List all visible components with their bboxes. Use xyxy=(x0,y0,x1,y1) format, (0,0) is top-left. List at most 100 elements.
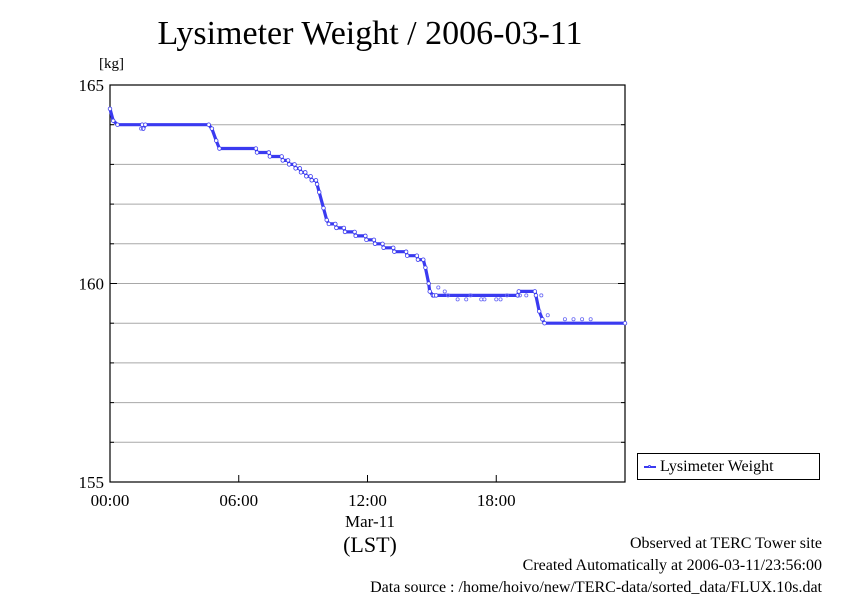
data-point xyxy=(317,189,322,195)
data-point xyxy=(423,265,428,270)
data-point xyxy=(304,174,309,179)
data-point xyxy=(326,221,332,227)
y-tick-label: 155 xyxy=(79,473,105,492)
outlier-point xyxy=(436,285,441,290)
data-point xyxy=(309,178,314,183)
data-point xyxy=(292,162,297,167)
data-point xyxy=(314,182,320,187)
data-point xyxy=(353,233,358,239)
data-point xyxy=(280,158,285,163)
outlier-point xyxy=(494,297,499,302)
data-point xyxy=(540,317,545,322)
outlier-point xyxy=(464,297,469,302)
outlier-point xyxy=(482,297,487,302)
outlier-point xyxy=(442,289,447,294)
data-point xyxy=(267,154,273,159)
data-point xyxy=(404,253,410,258)
outlier-point xyxy=(571,317,576,322)
data-point xyxy=(217,146,222,151)
outlier-point xyxy=(445,293,450,298)
outlier-point xyxy=(468,293,473,298)
x-tick-label: 00:00 xyxy=(91,491,130,510)
data-point xyxy=(293,166,298,171)
footer-site: Observed at TERC Tower site xyxy=(629,535,822,552)
data-point xyxy=(415,257,421,262)
outlier-point xyxy=(139,126,144,131)
data-point xyxy=(342,229,348,235)
outlier-point xyxy=(498,297,503,302)
data-point xyxy=(372,241,378,246)
data-point xyxy=(536,309,542,314)
data-point xyxy=(115,122,120,127)
data-point xyxy=(352,229,357,235)
data-point xyxy=(321,205,326,211)
chart-legend: Lysimeter Weight xyxy=(637,453,820,480)
data-point xyxy=(363,233,368,239)
data-point xyxy=(403,249,409,254)
data-point xyxy=(341,225,347,231)
data-point xyxy=(392,249,397,254)
plot-frame xyxy=(109,84,626,483)
data-point xyxy=(298,170,304,175)
x-tick-label: 12:00 xyxy=(348,491,387,510)
data-point xyxy=(313,178,319,183)
outlier-point xyxy=(455,297,460,302)
data-point xyxy=(334,225,339,231)
y-axis-unit-label: [kg] xyxy=(99,56,124,72)
footer-created: Created Automatically at 2006-03-11/23:5… xyxy=(522,557,822,574)
outlier-point xyxy=(504,293,509,298)
data-point xyxy=(333,221,338,227)
data-point xyxy=(285,158,291,163)
x-tick-label: 18:00 xyxy=(477,491,516,510)
data-point xyxy=(279,154,284,159)
outlier-point xyxy=(588,317,593,322)
outlier-point xyxy=(479,297,484,302)
data-point xyxy=(622,321,628,326)
legend-label: Lysimeter Weight xyxy=(660,458,774,475)
data-point xyxy=(297,166,303,171)
data-point xyxy=(533,293,539,298)
chart-title: Lysimeter Weight / 2006-03-11 xyxy=(157,15,583,52)
footer-source: Data source : /home/hoivo/new/TERC-data/… xyxy=(370,579,822,596)
data-point xyxy=(206,122,211,127)
data-point xyxy=(364,237,369,243)
data-point xyxy=(111,118,116,123)
data-point xyxy=(426,281,431,286)
data-point xyxy=(303,170,308,175)
data-point xyxy=(391,245,396,250)
data-point xyxy=(371,237,377,243)
outlier-point xyxy=(545,313,550,318)
data-point xyxy=(214,138,219,143)
y-tick-label: 160 xyxy=(79,275,105,294)
data-point xyxy=(427,289,432,294)
data-point xyxy=(286,162,292,167)
data-point xyxy=(381,245,386,250)
data-point xyxy=(266,150,271,155)
data-point xyxy=(324,217,329,223)
data-point xyxy=(254,150,260,155)
data-point xyxy=(308,174,313,179)
data-point xyxy=(421,257,426,262)
outlier-point xyxy=(517,293,522,298)
data-point xyxy=(433,293,439,298)
x-axis-timezone-label: (LST) xyxy=(343,532,397,557)
data-point xyxy=(380,241,385,246)
data-point xyxy=(414,253,420,258)
data-point xyxy=(516,289,521,294)
y-tick-label: 165 xyxy=(79,76,105,95)
data-point xyxy=(209,126,215,131)
x-axis-date-label: Mar-11 xyxy=(344,512,395,531)
outlier-point xyxy=(580,317,585,322)
x-tick-label: 06:00 xyxy=(219,491,258,510)
data-point xyxy=(107,106,113,112)
data-point xyxy=(253,146,259,151)
series-line xyxy=(108,108,625,325)
data-point xyxy=(532,289,538,294)
outlier-point xyxy=(562,317,567,322)
data-point xyxy=(542,321,547,326)
data-point xyxy=(143,122,148,127)
legend-swatch xyxy=(644,464,656,468)
outlier-point xyxy=(524,293,529,298)
outlier-point xyxy=(539,293,544,298)
